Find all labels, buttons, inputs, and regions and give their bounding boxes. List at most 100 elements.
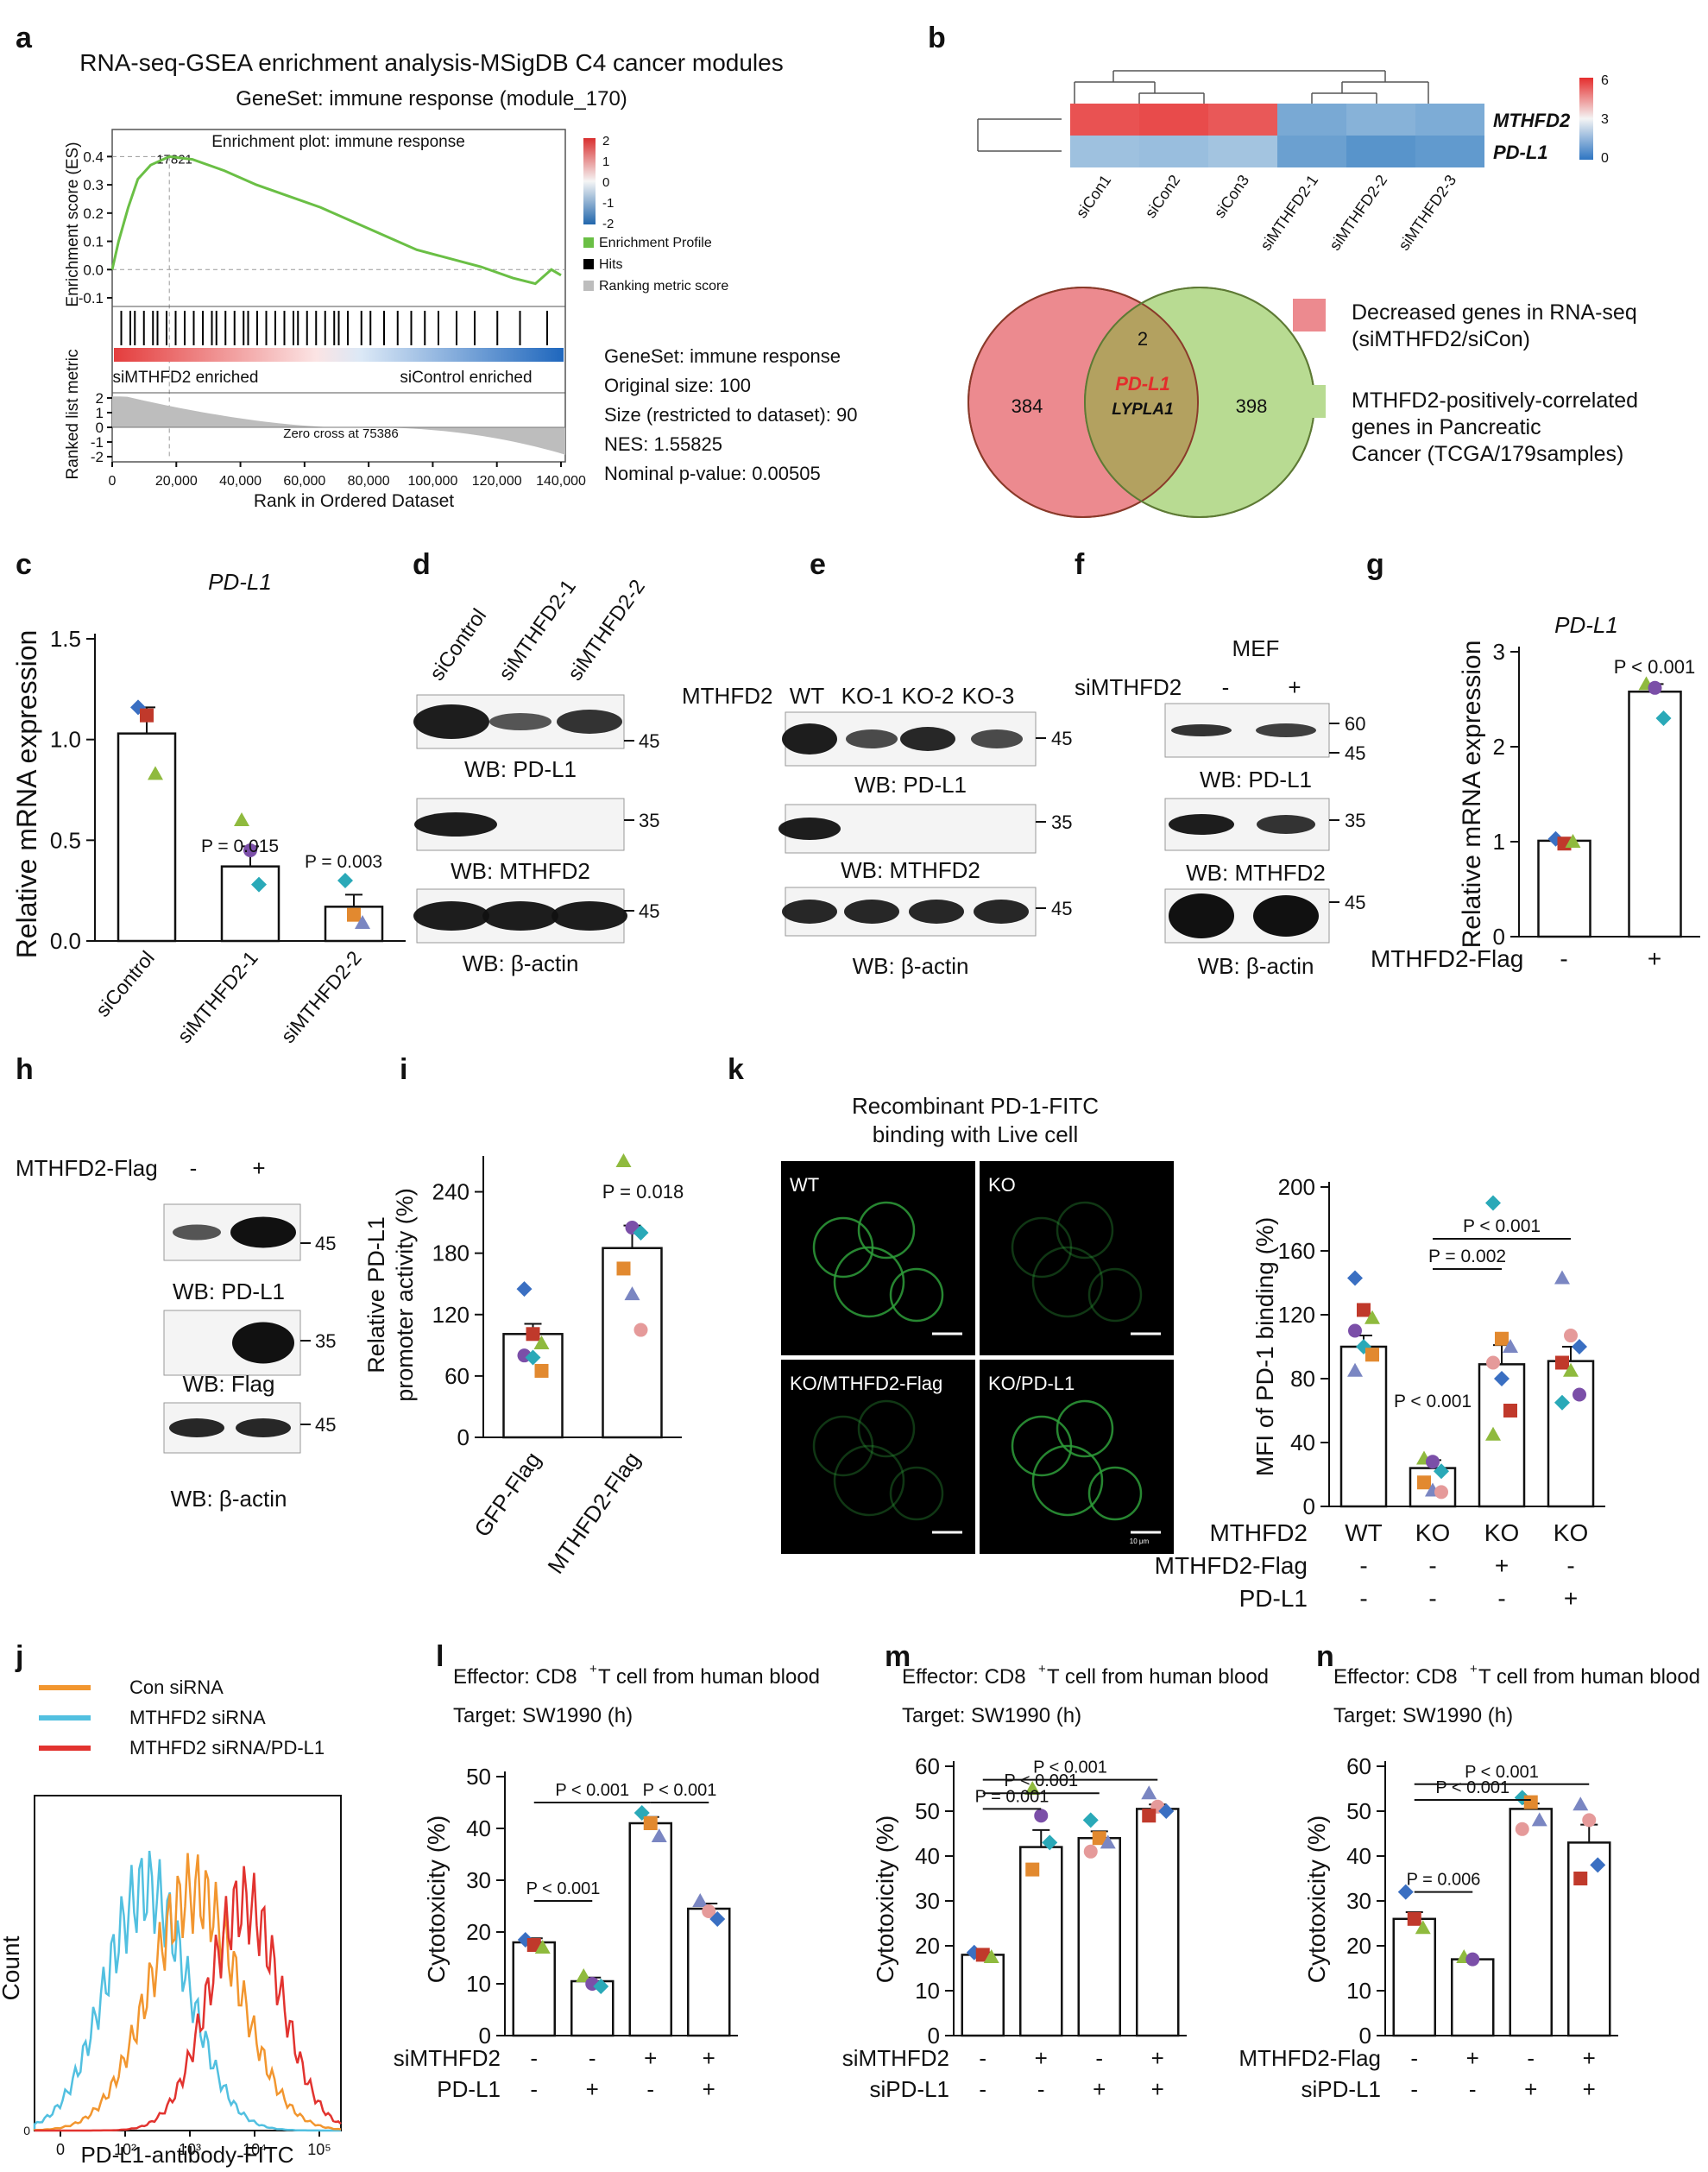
panel-m-pvalue: P = 0.001 [975, 1787, 1049, 1806]
panel-f-marker: 45 [1345, 892, 1365, 913]
panel-f-blot-label: WB: MTHFD2 [1186, 860, 1326, 886]
panel-n-row-value: - [1410, 2076, 1418, 2102]
heatmap-colorbar-tick: 3 [1601, 112, 1609, 127]
k-data-point [1485, 1195, 1501, 1211]
venn-legend1-text: (siMTHFD2/siCon) [1352, 327, 1530, 351]
k-data-point [1365, 1310, 1380, 1324]
c-data-point [347, 907, 361, 922]
i-data-point [516, 1281, 533, 1298]
m-y-tick-label: 60 [915, 1753, 940, 1779]
panel-n-effector: Effector: CD8 [1333, 1665, 1458, 1689]
panel-e-lane-label: KO-2 [902, 683, 955, 709]
panel-f-marker: 35 [1345, 810, 1365, 831]
m-data-point [1025, 1862, 1040, 1877]
panel-l-row-value: + [703, 2076, 715, 2102]
m-data-point [1042, 1834, 1058, 1851]
panel-k-row-value: - [1359, 1552, 1367, 1579]
panel-n-row-value: + [1466, 2045, 1479, 2071]
flow-histogram-con-sirna [33, 1853, 342, 2131]
microscopy-label: KO/MTHFD2-Flag [790, 1373, 942, 1394]
panel-label-e: e [810, 548, 826, 581]
panel-h-blot-pdl1-band [230, 1216, 296, 1248]
c-y-tick-label: 0.5 [50, 827, 81, 853]
n-y-tick-label: 50 [1346, 1798, 1371, 1824]
panel-k-pvalue: P = 0.002 [1428, 1247, 1506, 1266]
panel-k-row-value: + [1495, 1552, 1509, 1579]
panel-e-blot-mthfd2-band [778, 818, 841, 840]
colorbar-tick-label: 2 [602, 134, 609, 148]
panel-e-lane-label: KO-3 [962, 683, 1015, 709]
venn-gene-lypla1: LYPLA1 [1112, 401, 1173, 419]
flow-y-label: Count [0, 1935, 24, 2000]
panel-e-blot-actin-band [974, 900, 1029, 924]
n-data-point [1465, 1952, 1480, 1967]
microscopy-image [980, 1161, 1174, 1355]
panel-e-blot-pdl1-band [846, 729, 898, 748]
panel-m-row-value: + [1151, 2076, 1164, 2102]
panel-m-target: Target: SW1990 (h) [902, 1704, 1081, 1727]
panel-f-blot-mthfd2-band [1169, 814, 1234, 835]
l-bar [687, 1907, 731, 2037]
flow-x-tick-label: 10⁵ [307, 2141, 331, 2158]
heatmap-col-label: siMTHFD2-2 [1326, 172, 1390, 254]
k-data-point [1503, 1404, 1517, 1417]
m-data-point [1100, 1834, 1116, 1849]
n-bar [1567, 1841, 1611, 2037]
n-data-point [1582, 1813, 1597, 1828]
panel-g-ylabel: Relative mRNA expression [1458, 641, 1486, 949]
panel-m-row-label: siMTHFD2 [842, 2045, 949, 2071]
k-data-point [1434, 1485, 1448, 1500]
i-data-point [525, 1349, 541, 1366]
flow-y-zero: 0 [23, 2124, 30, 2137]
heatmap-row-label: MTHFD2 [1493, 110, 1571, 131]
panel-n-row-value: - [1527, 2045, 1535, 2071]
k-data-point [1554, 1394, 1570, 1411]
x-tick-label: 0 [109, 474, 117, 489]
gsea-x-label: Rank in Ordered Dataset [254, 491, 454, 511]
es-tick-label: 0.2 [83, 205, 104, 222]
panel-e-blot-label: WB: β-actin [853, 953, 969, 979]
flow-legend-label: Con siRNA [129, 1676, 224, 1698]
panel-g-row-label: MTHFD2-Flag [1371, 945, 1523, 972]
n-data-point [1515, 1822, 1529, 1836]
panel-k-title: binding with Live cell [873, 1121, 1078, 1147]
i-bar [502, 1333, 564, 1439]
panel-k-pvalue: P < 0.001 [1463, 1216, 1541, 1236]
es-peak-label: 17821 [156, 152, 192, 167]
panel-k-row-value: KO [1484, 1519, 1519, 1546]
panel-l-row-label: siMTHFD2 [394, 2045, 501, 2071]
venn-legend1-text: Decreased genes in RNA-seq [1352, 300, 1637, 325]
cell-membrane-outline [1087, 1267, 1143, 1323]
panel-e-blot-label: WB: PD-L1 [854, 772, 967, 798]
panel-l-row-value: + [644, 2045, 657, 2071]
panel-label-k: k [728, 1053, 744, 1086]
n-bar [1509, 1808, 1553, 2037]
panel-h-row-label: MTHFD2-Flag [16, 1155, 158, 1181]
g-data-point [1655, 710, 1672, 726]
k-y-tick-label: 80 [1290, 1366, 1315, 1392]
m-y-tick-label: 50 [915, 1798, 940, 1824]
panel-k-row-label: PD-L1 [1239, 1585, 1308, 1612]
panel-k-row-value: + [1564, 1585, 1578, 1612]
i-data-point [615, 1153, 632, 1167]
panel-n-ylabel: Cytotoxicity (%) [1303, 1815, 1330, 1983]
panel-label-l: l [436, 1640, 444, 1673]
panel-g-lane-label: + [1648, 945, 1661, 972]
x-tick-label: 100,000 [408, 474, 458, 489]
panel-e-blot-pdl1-band [971, 729, 1023, 748]
k-data-point [1348, 1323, 1362, 1338]
k-data-point [1555, 1355, 1569, 1370]
cell-membrane-outline [833, 1444, 905, 1517]
venn-left-count: 384 [1012, 395, 1043, 417]
k-bar [1547, 1360, 1595, 1508]
metric-tick-label: -2 [91, 449, 104, 465]
panel-k-row-value: KO [1415, 1519, 1450, 1546]
m-data-point [983, 1949, 999, 1963]
i-data-point [616, 1261, 631, 1276]
n-data-point [1590, 1857, 1606, 1873]
gsea-ranking-bar [114, 348, 564, 362]
i-data-point [633, 1224, 649, 1241]
panel-f-lane-label: + [1288, 674, 1301, 700]
l-data-point [643, 1816, 658, 1830]
flow-x-tick-label: 0 [56, 2141, 65, 2158]
